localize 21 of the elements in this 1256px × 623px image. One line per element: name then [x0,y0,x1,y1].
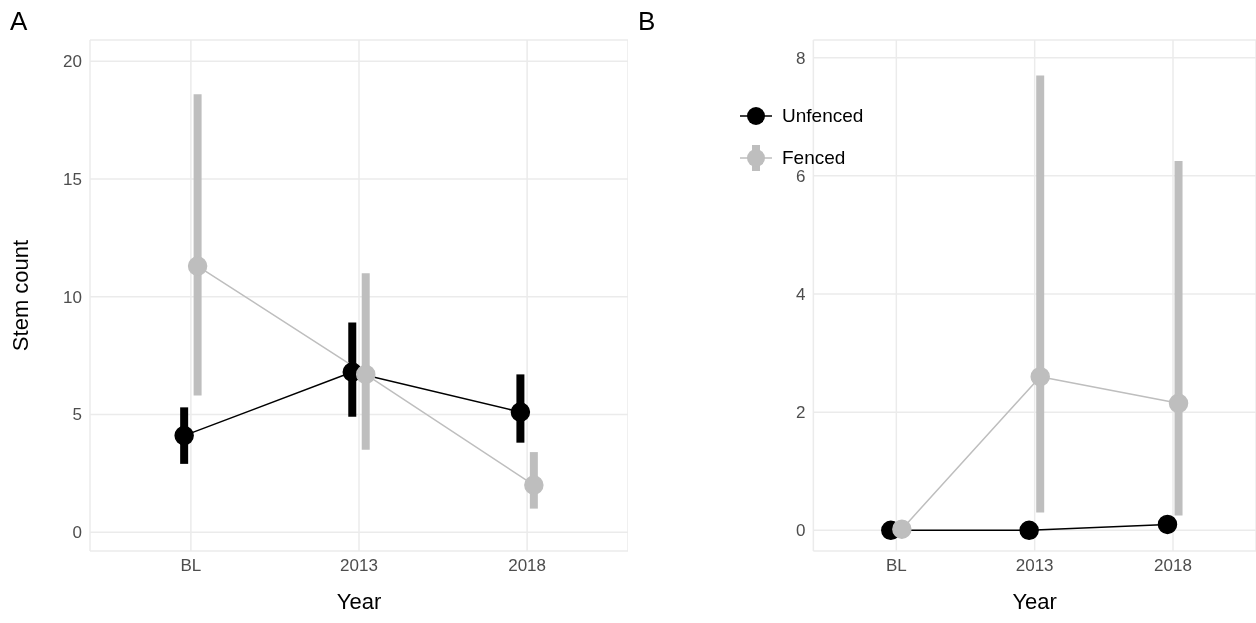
y-tick-label: 5 [72,405,82,425]
x-tick-label: BL [180,556,202,576]
y-tick-label: 2 [795,403,806,423]
x-tick-label: 2013 [340,556,378,576]
y-tick-label: 10 [63,287,82,307]
chart-title: A [10,6,28,37]
legend-label: Unfenced [782,104,864,128]
y-tick-label: 20 [63,52,82,72]
y-tick-label: 15 [63,169,82,189]
x-tick-label: 2013 [1015,556,1054,576]
x-tick-label: 2018 [1154,556,1192,576]
y-tick-label: 0 [72,523,82,543]
y-tick-label: 0 [795,521,806,541]
x-axis-title: Year [1012,589,1057,614]
y-tick-label: 8 [795,48,806,68]
x-axis-title: Year [336,589,382,614]
y-tick-label: 4 [795,285,806,305]
y-axis-title: Stem count [7,239,33,352]
chart-title: B [638,6,656,37]
x-tick-label: 2018 [508,556,547,576]
x-tick-label: BL [885,556,907,576]
